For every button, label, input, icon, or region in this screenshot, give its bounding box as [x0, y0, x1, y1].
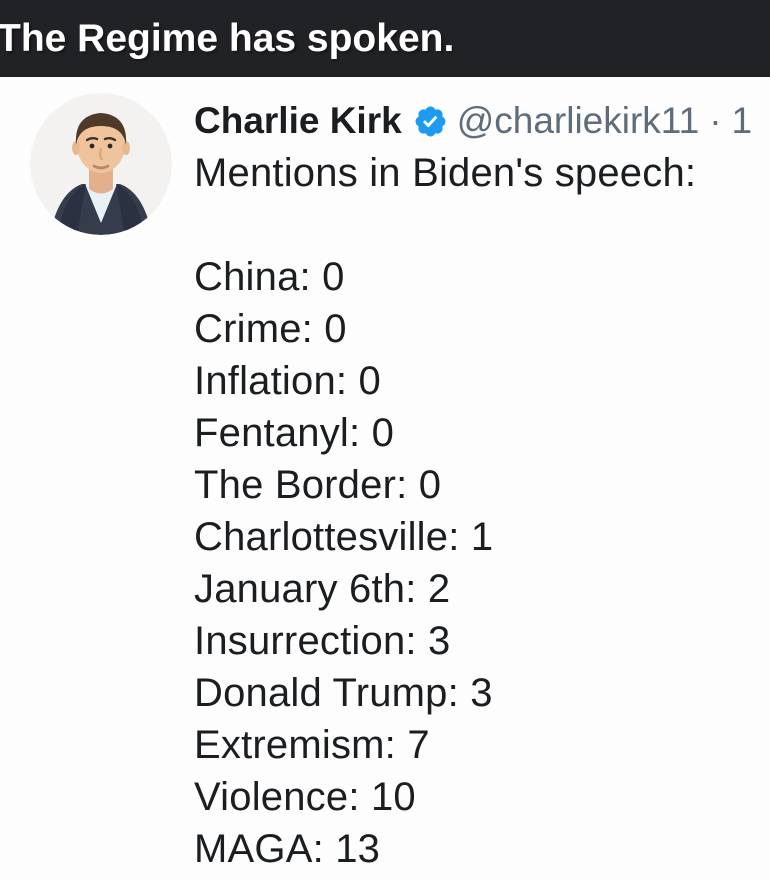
- separator-dot: ·: [709, 100, 722, 141]
- mention-text: MAGA: 13: [194, 827, 381, 871]
- banner-title: The Regime has spoken.: [0, 16, 455, 60]
- mention-line: Donald Trump: 3: [194, 667, 770, 719]
- mention-line: Extremism: 7: [194, 719, 770, 771]
- mention-text: January 6th: 2: [194, 567, 451, 611]
- mention-text: China: 0: [194, 255, 345, 299]
- mention-line: Fentanyl: 0: [194, 407, 770, 459]
- avatar[interactable]: [30, 93, 172, 235]
- timestamp-clipped[interactable]: 1: [731, 100, 753, 141]
- mentions-list: China: 0 Crime: 0 Inflation: 0 Fentanyl: 0 T…: [194, 251, 770, 875]
- tweet-body: Mentions in Biden's speech: China: 0 Crim…: [194, 147, 770, 875]
- mention-text: Inflation: 0: [194, 359, 381, 403]
- tweet-text-intro: Mentions in Biden's speech:: [194, 151, 697, 195]
- mention-line: MAGA: 13: [194, 823, 770, 875]
- mention-text: Insurrection: 3: [194, 619, 451, 663]
- banner: The Regime has spoken.: [0, 0, 770, 77]
- mention-line: Inflation: 0: [194, 355, 770, 407]
- mention-text: Violence: 10: [194, 775, 416, 819]
- blank-line: [194, 199, 770, 251]
- tweet-header: Charlie Kirk @charliekirk11 · 1: [194, 95, 770, 147]
- mention-line: China: 0: [194, 251, 770, 303]
- verified-badge-icon: [413, 104, 448, 139]
- mention-line: Crime: 0: [194, 303, 770, 355]
- author-handle[interactable]: @charliekirk11: [456, 100, 700, 141]
- tweet-content: Charlie Kirk @charliekirk11 · 1 Mentions…: [194, 93, 770, 875]
- mention-line: Violence: 10: [194, 771, 770, 823]
- mention-text: The Border: 0: [194, 463, 442, 507]
- mention-line: January 6th: 2: [194, 563, 770, 615]
- author-name[interactable]: Charlie Kirk: [194, 100, 402, 141]
- mention-text: Donald Trump: 3: [194, 671, 493, 715]
- mention-text: Crime: 0: [194, 307, 347, 351]
- mention-text: Charlottesville: 1: [194, 515, 494, 559]
- mention-line: Charlottesville: 1: [194, 511, 770, 563]
- user-portrait-icon: [30, 93, 172, 235]
- mention-text: Fentanyl: 0: [194, 411, 395, 455]
- mention-text: Extremism: 7: [194, 723, 430, 767]
- mention-line: Insurrection: 3: [194, 615, 770, 667]
- tweet: Charlie Kirk @charliekirk11 · 1 Mentions…: [0, 77, 770, 875]
- mention-line: The Border: 0: [194, 459, 770, 511]
